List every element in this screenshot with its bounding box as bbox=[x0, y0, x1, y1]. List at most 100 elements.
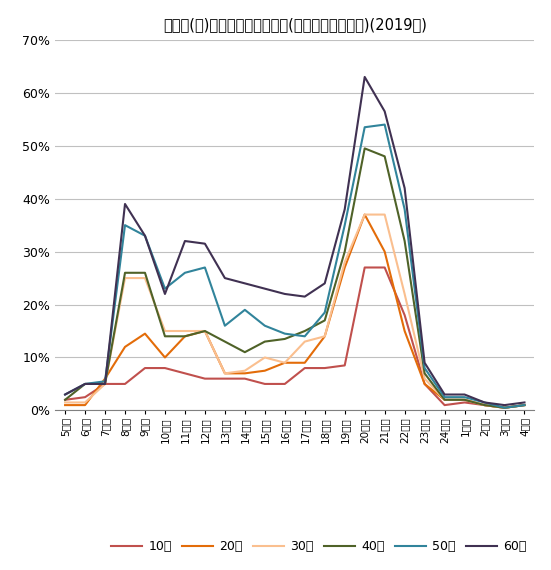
30代 bbox=[521, 402, 528, 409]
40代 bbox=[122, 270, 128, 276]
20代 bbox=[342, 264, 348, 271]
20代 bbox=[142, 330, 148, 337]
50代 bbox=[222, 322, 228, 329]
20代 bbox=[461, 396, 468, 403]
10代 bbox=[202, 375, 208, 382]
10代 bbox=[441, 402, 448, 409]
60代 bbox=[301, 293, 308, 300]
20代 bbox=[521, 402, 528, 409]
Line: 60代: 60代 bbox=[65, 77, 525, 405]
30代 bbox=[182, 328, 188, 335]
20代 bbox=[481, 402, 488, 409]
10代 bbox=[501, 404, 508, 411]
Legend: 10代, 20代, 30代, 40代, 50代, 60代: 10代, 20代, 30代, 40代, 50代, 60代 bbox=[106, 535, 532, 558]
10代 bbox=[342, 362, 348, 369]
20代 bbox=[401, 328, 408, 335]
20代 bbox=[161, 354, 168, 361]
10代 bbox=[122, 381, 128, 388]
60代 bbox=[161, 291, 168, 298]
40代 bbox=[521, 402, 528, 409]
60代 bbox=[282, 291, 288, 298]
50代 bbox=[422, 365, 428, 372]
Line: 50代: 50代 bbox=[65, 125, 525, 408]
40代 bbox=[401, 238, 408, 245]
30代 bbox=[422, 375, 428, 382]
10代 bbox=[481, 402, 488, 409]
10代 bbox=[321, 365, 328, 372]
30代 bbox=[481, 402, 488, 409]
20代 bbox=[282, 359, 288, 366]
40代 bbox=[222, 338, 228, 345]
40代 bbox=[461, 396, 468, 403]
60代 bbox=[381, 108, 388, 115]
50代 bbox=[461, 394, 468, 401]
40代 bbox=[501, 404, 508, 411]
20代 bbox=[361, 211, 368, 218]
10代 bbox=[142, 365, 148, 372]
20代 bbox=[501, 404, 508, 411]
60代 bbox=[82, 381, 88, 388]
30代 bbox=[461, 396, 468, 403]
Line: 10代: 10代 bbox=[65, 267, 525, 408]
40代 bbox=[321, 317, 328, 324]
20代 bbox=[422, 381, 428, 388]
40代 bbox=[182, 333, 188, 340]
50代 bbox=[241, 307, 248, 314]
60代 bbox=[481, 399, 488, 406]
20代 bbox=[182, 333, 188, 340]
40代 bbox=[441, 396, 448, 403]
30代 bbox=[202, 328, 208, 335]
60代 bbox=[241, 280, 248, 287]
40代 bbox=[82, 381, 88, 388]
50代 bbox=[82, 381, 88, 388]
30代 bbox=[142, 275, 148, 282]
10代 bbox=[361, 264, 368, 271]
Line: 30代: 30代 bbox=[65, 214, 525, 408]
60代 bbox=[361, 74, 368, 80]
30代 bbox=[282, 359, 288, 366]
30代 bbox=[501, 404, 508, 411]
30代 bbox=[161, 328, 168, 335]
60代 bbox=[422, 359, 428, 366]
10代 bbox=[102, 381, 109, 388]
30代 bbox=[82, 399, 88, 406]
40代 bbox=[202, 328, 208, 335]
50代 bbox=[301, 333, 308, 340]
20代 bbox=[301, 359, 308, 366]
30代 bbox=[102, 381, 109, 388]
60代 bbox=[401, 185, 408, 192]
60代 bbox=[342, 206, 348, 213]
30代 bbox=[122, 275, 128, 282]
10代 bbox=[381, 264, 388, 271]
60代 bbox=[441, 391, 448, 398]
50代 bbox=[481, 399, 488, 406]
60代 bbox=[202, 240, 208, 247]
10代 bbox=[422, 381, 428, 388]
60代 bbox=[102, 381, 109, 388]
10代 bbox=[241, 375, 248, 382]
60代 bbox=[521, 399, 528, 406]
50代 bbox=[282, 330, 288, 337]
50代 bbox=[381, 121, 388, 128]
60代 bbox=[501, 402, 508, 409]
60代 bbox=[62, 391, 68, 398]
50代 bbox=[361, 124, 368, 131]
50代 bbox=[182, 270, 188, 276]
60代 bbox=[182, 238, 188, 245]
40代 bbox=[262, 338, 268, 345]
10代 bbox=[301, 365, 308, 372]
50代 bbox=[342, 222, 348, 229]
10代 bbox=[62, 396, 68, 403]
50代 bbox=[441, 394, 448, 401]
10代 bbox=[82, 394, 88, 401]
Title: テレビ(生)の時間帯別行為者率(休日、年齢階層別)(2019年): テレビ(生)の時間帯別行為者率(休日、年齢階層別)(2019年) bbox=[163, 17, 426, 32]
20代 bbox=[241, 370, 248, 377]
40代 bbox=[481, 402, 488, 409]
40代 bbox=[361, 145, 368, 152]
30代 bbox=[381, 211, 388, 218]
60代 bbox=[122, 201, 128, 207]
10代 bbox=[222, 375, 228, 382]
10代 bbox=[182, 370, 188, 377]
30代 bbox=[241, 367, 248, 374]
60代 bbox=[461, 391, 468, 398]
